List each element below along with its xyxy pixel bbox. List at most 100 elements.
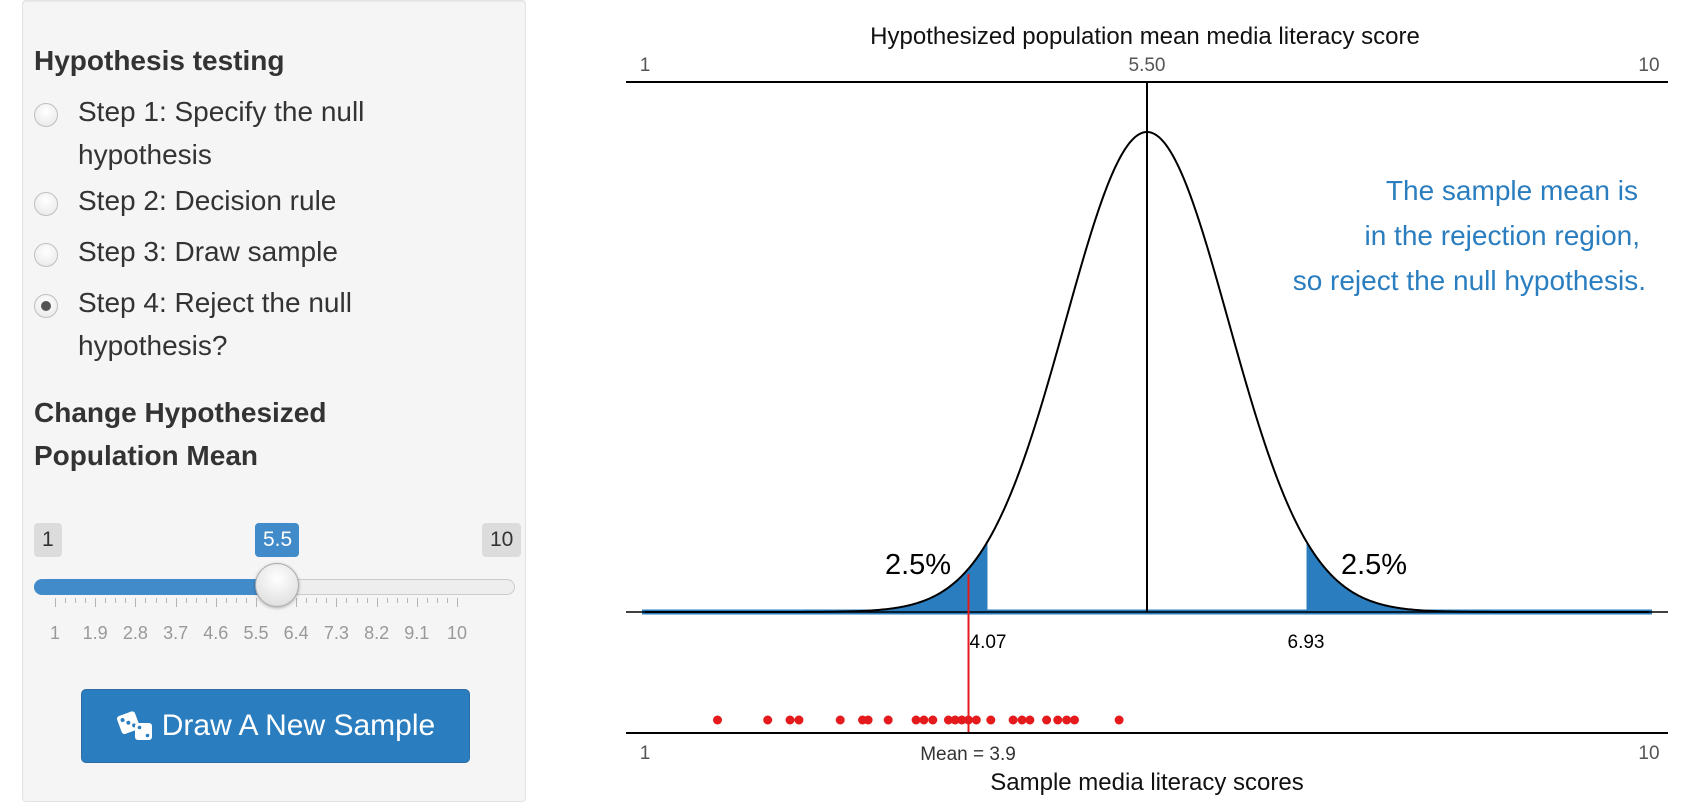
slider-tick	[185, 598, 187, 603]
sample-point	[911, 715, 921, 725]
bottom-axis-tick-min: 1	[640, 743, 651, 764]
draw-new-sample-button[interactable]: Draw A New Sample	[81, 689, 470, 763]
change-mean-heading: Change Hypothesized Population Mean	[34, 397, 327, 471]
annotation-line-1: The sample mean is	[1386, 175, 1638, 206]
slider-grid-label: 6.4	[283, 623, 309, 643]
slider-fill	[34, 579, 277, 595]
upper-critical-value-label: 6.93	[1288, 632, 1325, 653]
top-axis-tick-mean: 5.50	[1129, 55, 1166, 76]
sample-point	[1069, 715, 1079, 725]
slider-tick	[235, 598, 237, 603]
slider-tick	[125, 598, 127, 603]
sample-point	[1114, 715, 1124, 725]
sample-point	[1025, 715, 1035, 725]
left-tail-percent-label: 2.5%	[885, 549, 951, 581]
slider-tick	[316, 598, 318, 603]
slider-tick	[215, 598, 217, 607]
sample-point	[794, 715, 804, 725]
slider-tick	[356, 598, 358, 603]
radio-label-step-3: Step 3: Draw sample	[78, 236, 338, 267]
sample-point	[883, 715, 893, 725]
sample-points	[713, 715, 1124, 725]
slider-handle[interactable]	[255, 563, 299, 607]
slider-grid-label: 8.2	[364, 623, 390, 643]
hypothesis-test-plot: Hypothesized population mean media liter…	[626, 23, 1668, 796]
slider-tick	[175, 598, 177, 607]
radio-step-1[interactable]: Step 1: Specify the null hypothesis	[34, 90, 514, 170]
slider-tick	[85, 598, 87, 603]
annotation-line-3: so reject the null hypothesis.	[1293, 265, 1646, 296]
slider-tick	[436, 598, 438, 603]
slider-tick	[95, 598, 97, 607]
slider-tick	[115, 598, 117, 603]
radio-step-2[interactable]: Step 2: Decision rule	[34, 179, 514, 223]
slider-tick	[376, 598, 378, 607]
lower-critical-value-label: 4.07	[970, 632, 1007, 653]
radio-step-4[interactable]: Step 4: Reject the null hypothesis?	[34, 281, 514, 361]
slider-grid-label: 4.6	[203, 623, 229, 643]
sample-point	[1017, 715, 1027, 725]
radio-label-step-1: Step 1: Specify the null hypothesis	[78, 96, 365, 170]
sample-point	[943, 715, 953, 725]
slider-tick	[205, 598, 207, 603]
right-rejection-region	[1306, 541, 1649, 612]
sample-point	[964, 715, 974, 725]
sample-point	[971, 715, 981, 725]
sidebar-panel: Hypothesis testing Step 1: Specify the n…	[22, 0, 526, 802]
slider-tick	[326, 598, 328, 603]
slider-tick	[245, 598, 247, 603]
sample-point	[1042, 715, 1052, 725]
slider-tick	[75, 598, 77, 603]
slider-grid-label: 7.3	[323, 623, 349, 643]
slider-tick	[155, 598, 157, 603]
slider-tick	[65, 598, 67, 603]
draw-button-label: Draw A New Sample	[161, 709, 436, 742]
slider-tick	[336, 598, 338, 607]
slider-grid-label: 2.8	[122, 623, 148, 643]
slider-tick	[256, 598, 257, 607]
sample-point	[950, 715, 960, 725]
sample-point	[986, 715, 996, 725]
slider-tick	[195, 598, 197, 603]
sample-point	[835, 715, 845, 725]
slider-max-label: 10	[482, 523, 522, 557]
slider-tick	[225, 598, 227, 603]
bottom-axis-tick-max: 10	[1638, 743, 1659, 764]
slider-tick	[306, 598, 308, 603]
radio-button-selected-icon[interactable]	[34, 294, 58, 318]
slider-tick	[386, 598, 388, 603]
sample-point	[863, 715, 873, 725]
slider-grid-label: 5.5	[243, 623, 269, 643]
sample-point	[957, 715, 967, 725]
slider-tick	[145, 598, 147, 603]
slider-grid-label: 1.9	[82, 623, 108, 643]
top-axis-title: Hypothesized population mean media liter…	[870, 23, 1420, 50]
annotation-line-2: in the rejection region,	[1364, 220, 1640, 251]
sampling-distribution	[626, 82, 1668, 733]
slider-tick	[366, 598, 368, 603]
radio-button-icon[interactable]	[34, 243, 58, 267]
radio-button-icon[interactable]	[34, 103, 58, 127]
sample-point	[1062, 715, 1072, 725]
slider-tick	[165, 598, 167, 603]
slider-tick	[296, 598, 298, 607]
slider-tick	[406, 598, 408, 603]
sample-point	[1008, 715, 1018, 725]
slider-tick	[396, 598, 398, 603]
slider-tick	[457, 598, 458, 607]
dice-icon	[116, 711, 152, 740]
sample-point	[928, 715, 938, 725]
radio-button-icon[interactable]	[34, 192, 58, 216]
slider-tick	[346, 598, 348, 603]
slider-grid-label: 3.7	[163, 623, 189, 643]
sample-point	[713, 715, 723, 725]
sample-point	[785, 715, 795, 725]
radio-label-step-2: Step 2: Decision rule	[78, 185, 337, 216]
slider-tick	[416, 598, 418, 607]
slider-grid-label: 10	[446, 623, 468, 643]
sample-mean-label: Mean = 3.9	[920, 744, 1016, 765]
radio-step-3[interactable]: Step 3: Draw sample	[34, 230, 514, 274]
slider-tick	[105, 598, 107, 603]
slider-tick	[55, 598, 56, 607]
sample-point	[763, 715, 773, 725]
